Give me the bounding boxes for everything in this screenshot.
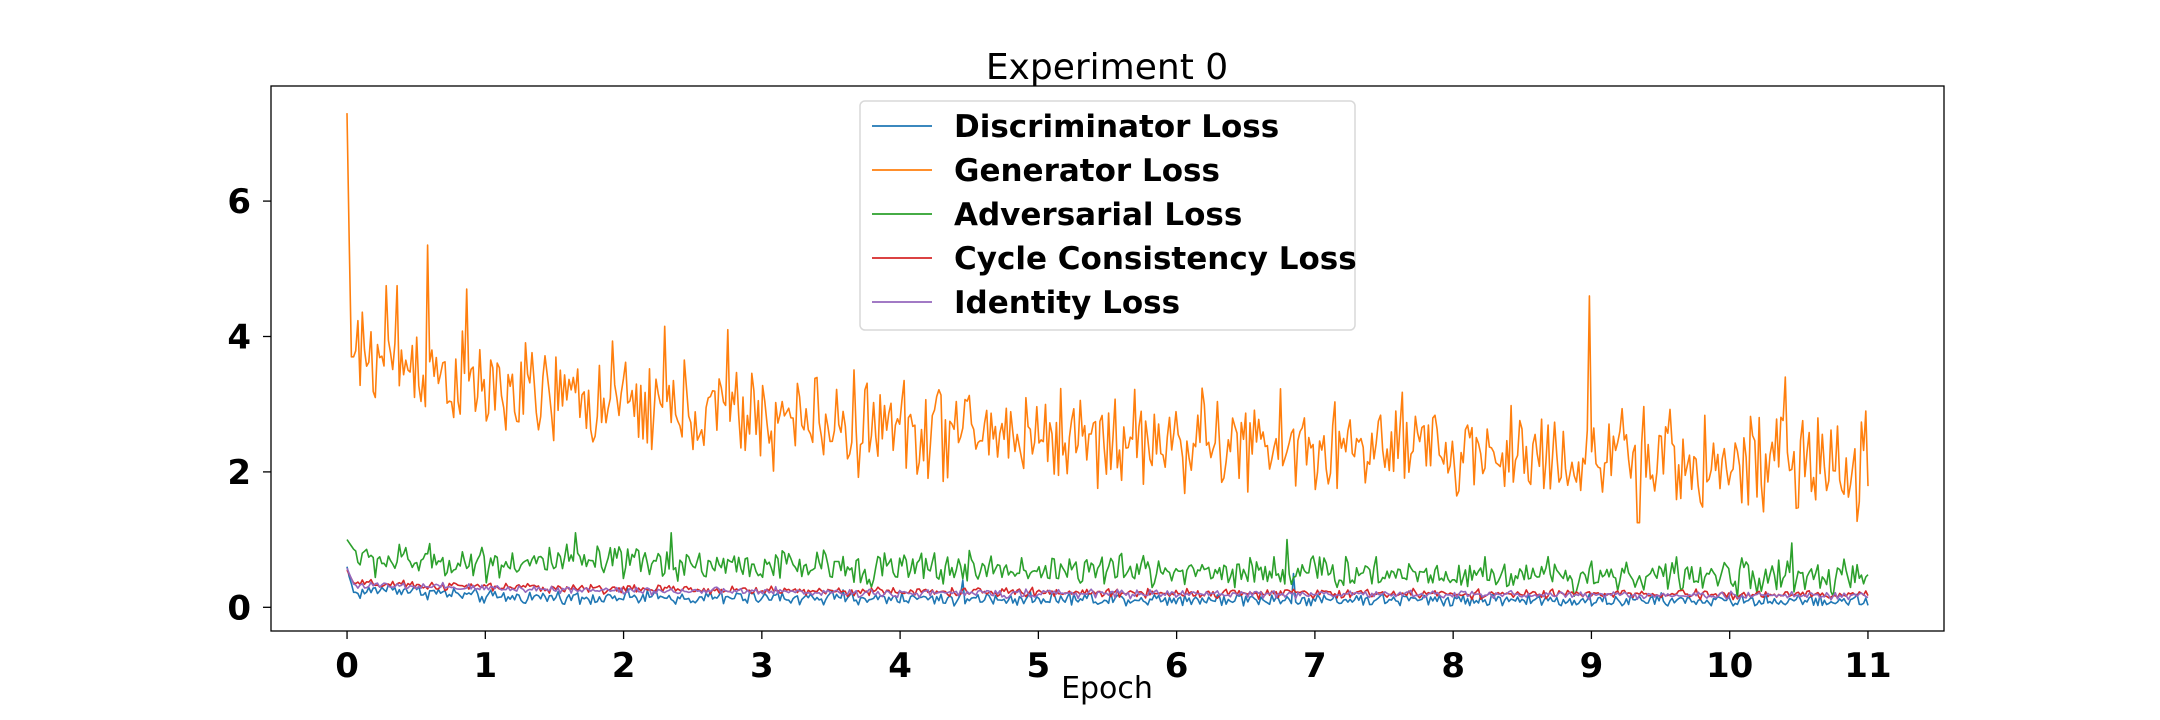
legend-label-discriminator-loss: Discriminator Loss <box>954 109 1279 145</box>
y-tick-label: 2 <box>227 453 251 493</box>
legend: Discriminator Loss Generator Loss Adversar… <box>859 100 1357 331</box>
x-tick-label: 1 <box>473 646 497 686</box>
series-line-generator-loss <box>346 113 1869 524</box>
series-line-identity-loss <box>346 567 1869 601</box>
legend-label-adversarial-loss: Adversarial Loss <box>954 197 1242 233</box>
legend-label-generator-loss: Generator Loss <box>954 153 1220 189</box>
y-axis: 0 2 4 6 <box>227 182 271 628</box>
x-axis-label: Epoch <box>1061 671 1153 706</box>
y-tick-label: 6 <box>227 182 251 222</box>
series-group <box>346 113 1869 607</box>
x-tick-label: 3 <box>750 646 774 686</box>
y-tick-label: 0 <box>227 588 251 628</box>
series-line-adversarial-loss <box>346 531 1869 599</box>
chart-title: Experiment 0 <box>986 47 1228 88</box>
x-tick-label: 10 <box>1706 646 1753 686</box>
x-tick-label: 8 <box>1441 646 1465 686</box>
x-tick-label: 0 <box>335 646 359 686</box>
x-tick-label: 7 <box>1303 646 1327 686</box>
x-tick-label: 11 <box>1844 646 1891 686</box>
x-tick-label: 6 <box>1165 646 1189 686</box>
x-axis: 0 1 2 3 4 5 6 7 8 9 10 11 <box>335 631 1892 686</box>
x-tick-label: 4 <box>888 646 912 686</box>
plot-frame <box>270 85 1945 632</box>
x-tick-label: 2 <box>612 646 636 686</box>
x-tick-label: 5 <box>1027 646 1051 686</box>
legend-label-identity-loss: Identity Loss <box>954 285 1180 321</box>
legend-box <box>859 100 1356 331</box>
y-tick-label: 4 <box>227 317 251 357</box>
series-line-cycle-consistency-loss <box>346 569 1869 601</box>
series-line-discriminator-loss <box>346 566 1869 607</box>
legend-label-cycle-consistency-loss: Cycle Consistency Loss <box>954 241 1357 277</box>
x-tick-label: 9 <box>1580 646 1604 686</box>
